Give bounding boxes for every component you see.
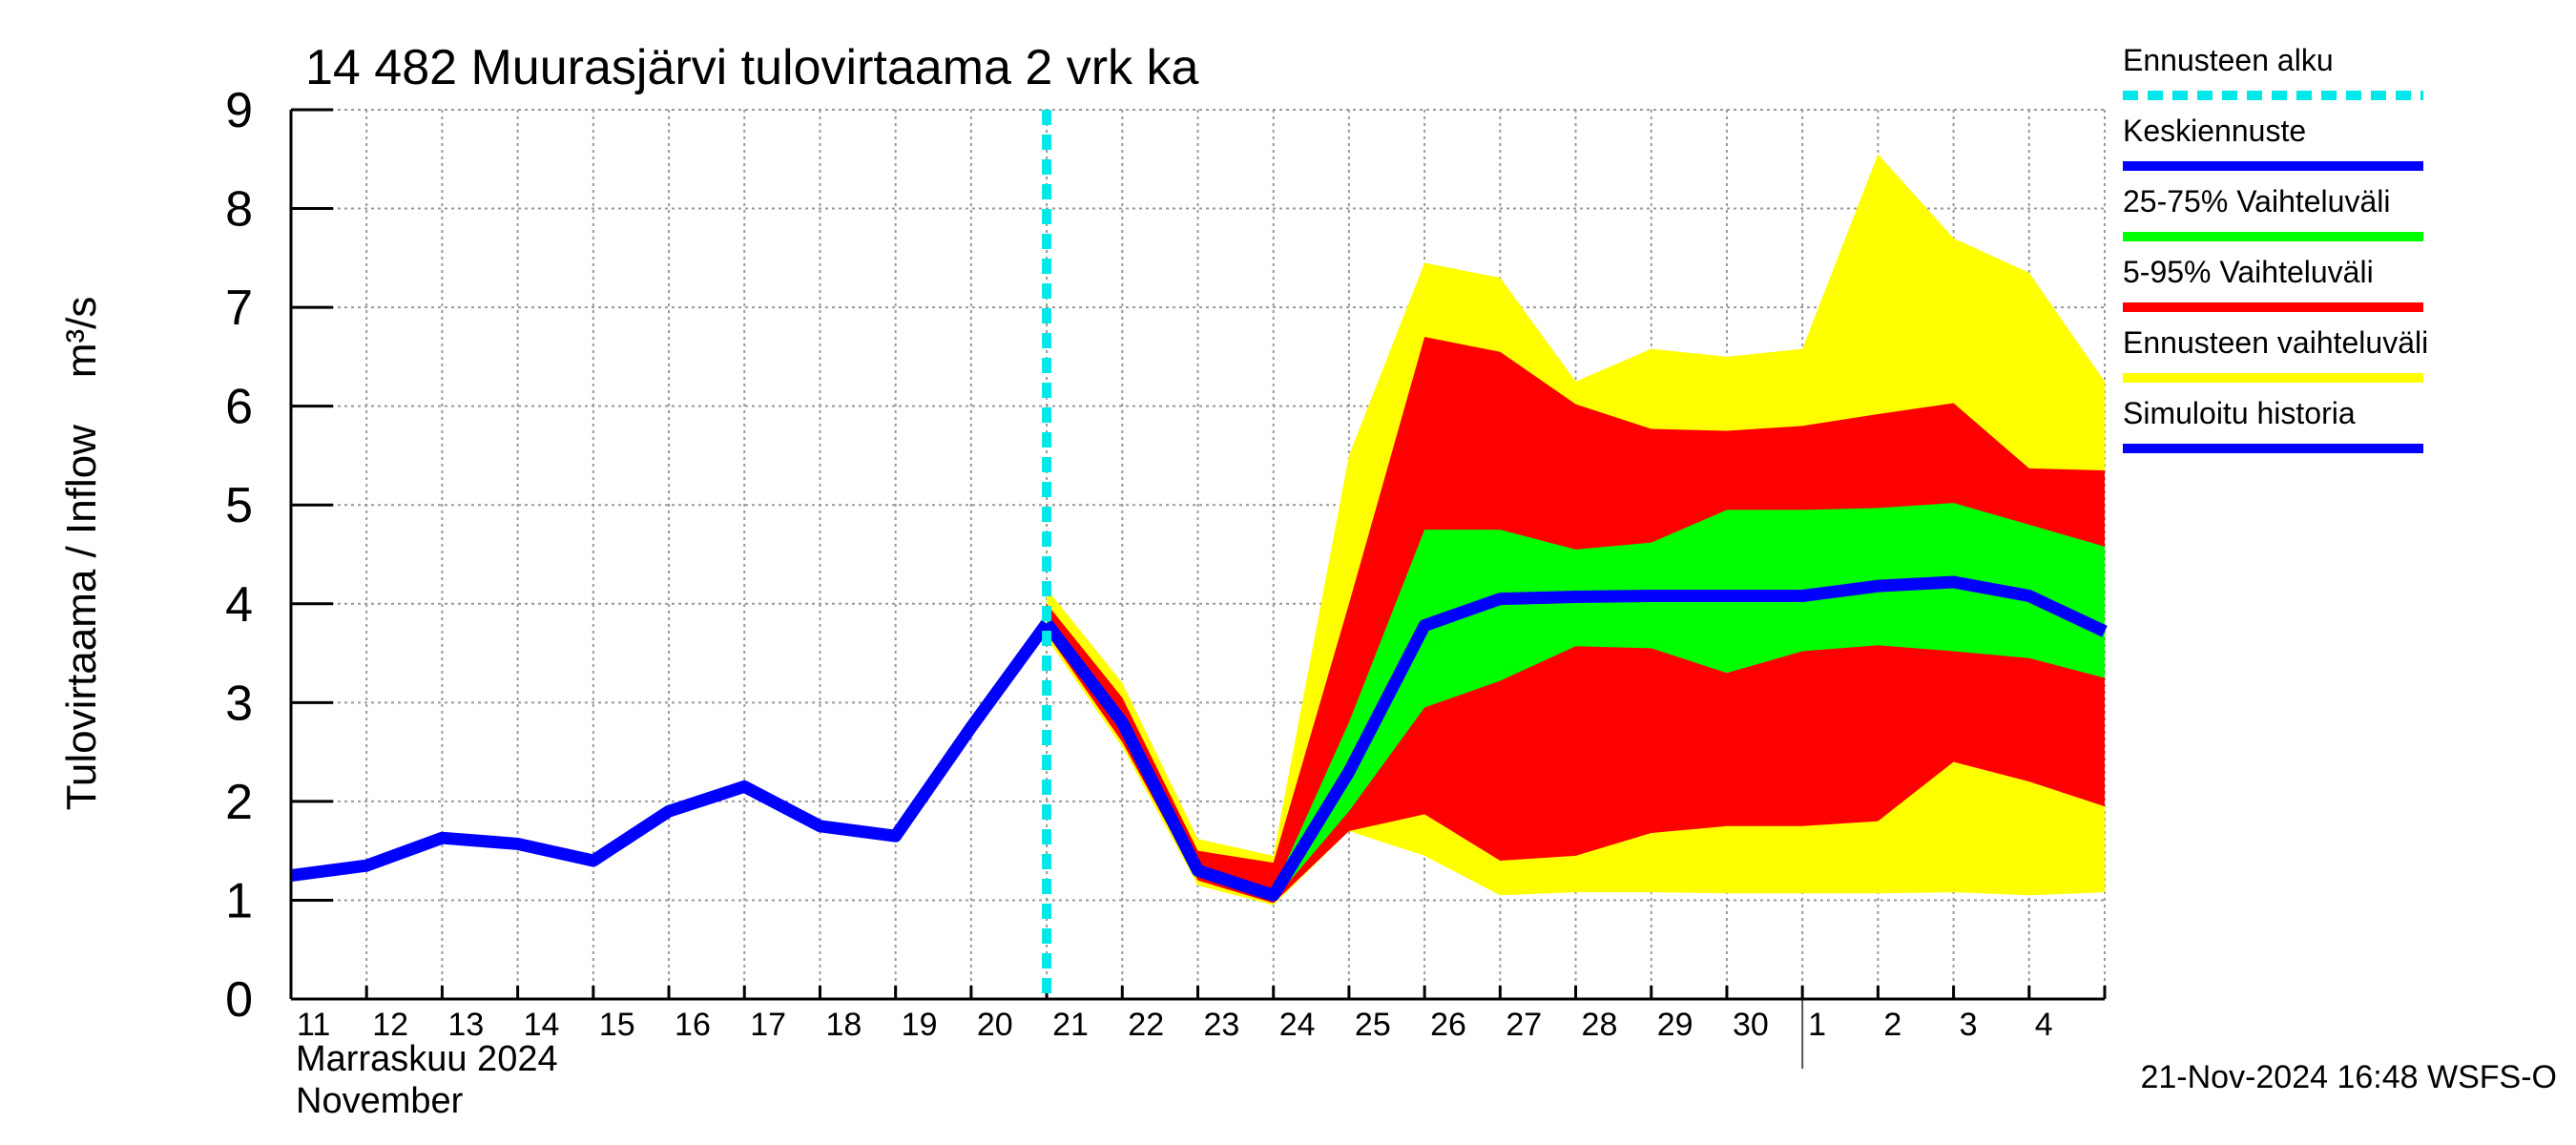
x-tick-label: 24	[1279, 1007, 1316, 1043]
x-tick-label: 3	[1960, 1007, 1978, 1043]
x-tick-label: 29	[1657, 1007, 1693, 1043]
footer: 21-Nov-2024 16:48 WSFS-O	[2140, 1059, 2557, 1095]
x-tick-label: 17	[750, 1007, 786, 1043]
x-tick-label: 27	[1506, 1007, 1542, 1043]
x-tick-label: 14	[524, 1007, 560, 1043]
x-tick-label: 26	[1430, 1007, 1466, 1043]
legend-label: Simuloitu historia	[2123, 396, 2356, 430]
y-tick-label: 7	[225, 281, 253, 336]
x-tick-label: 13	[447, 1007, 484, 1043]
x-tick-label: 12	[372, 1007, 408, 1043]
y-tick-label: 4	[225, 577, 253, 633]
x-tick-label: 30	[1733, 1007, 1769, 1043]
line	[1041, 575, 2108, 902]
x-tick-label: 22	[1128, 1007, 1164, 1043]
month-label: November	[296, 1081, 464, 1121]
legend-label: Ennusteen alku	[2123, 43, 2334, 77]
month-label: Marraskuu 2024	[296, 1039, 558, 1079]
y-axis-label: Tulovirtaama / Inflow m³/s	[58, 297, 105, 811]
legend-label: 25-75% Vaihteluväli	[2123, 184, 2390, 219]
x-tick-label: 23	[1204, 1007, 1240, 1043]
y-tick-label: 5	[225, 478, 253, 533]
y-tick-label: 3	[225, 676, 253, 731]
chart-title: 14 482 Muurasjärvi tulovirtaama 2 vrk ka	[305, 40, 1198, 95]
y-tick-label: 1	[225, 873, 253, 928]
legend-label: Ennusteen vaihteluväli	[2123, 325, 2428, 360]
y-tick-label: 6	[225, 380, 253, 435]
y-tick-label: 8	[225, 182, 253, 238]
x-tick-label: 21	[1052, 1007, 1089, 1043]
y-tick-label: 0	[225, 972, 253, 1028]
line	[290, 619, 1052, 883]
x-tick-label: 28	[1582, 1007, 1618, 1043]
x-tick-label: 2	[1883, 1007, 1901, 1043]
legend-label: Keskiennuste	[2123, 114, 2306, 148]
x-tick-label: 11	[297, 1007, 330, 1043]
y-tick-label: 2	[225, 775, 253, 830]
x-tick-label: 18	[825, 1007, 862, 1043]
x-tick-label: 20	[977, 1007, 1013, 1043]
legend-label: 5-95% Vaihteluväli	[2123, 255, 2374, 289]
x-tick-label: 16	[675, 1007, 711, 1043]
y-tick-label: 9	[225, 83, 253, 138]
band	[1047, 503, 2105, 901]
x-tick-label: 15	[599, 1007, 635, 1043]
x-tick-label: 4	[2035, 1007, 2053, 1043]
x-tick-label: 25	[1355, 1007, 1391, 1043]
x-tick-label: 1	[1808, 1007, 1826, 1043]
x-tick-label: 19	[902, 1007, 938, 1043]
